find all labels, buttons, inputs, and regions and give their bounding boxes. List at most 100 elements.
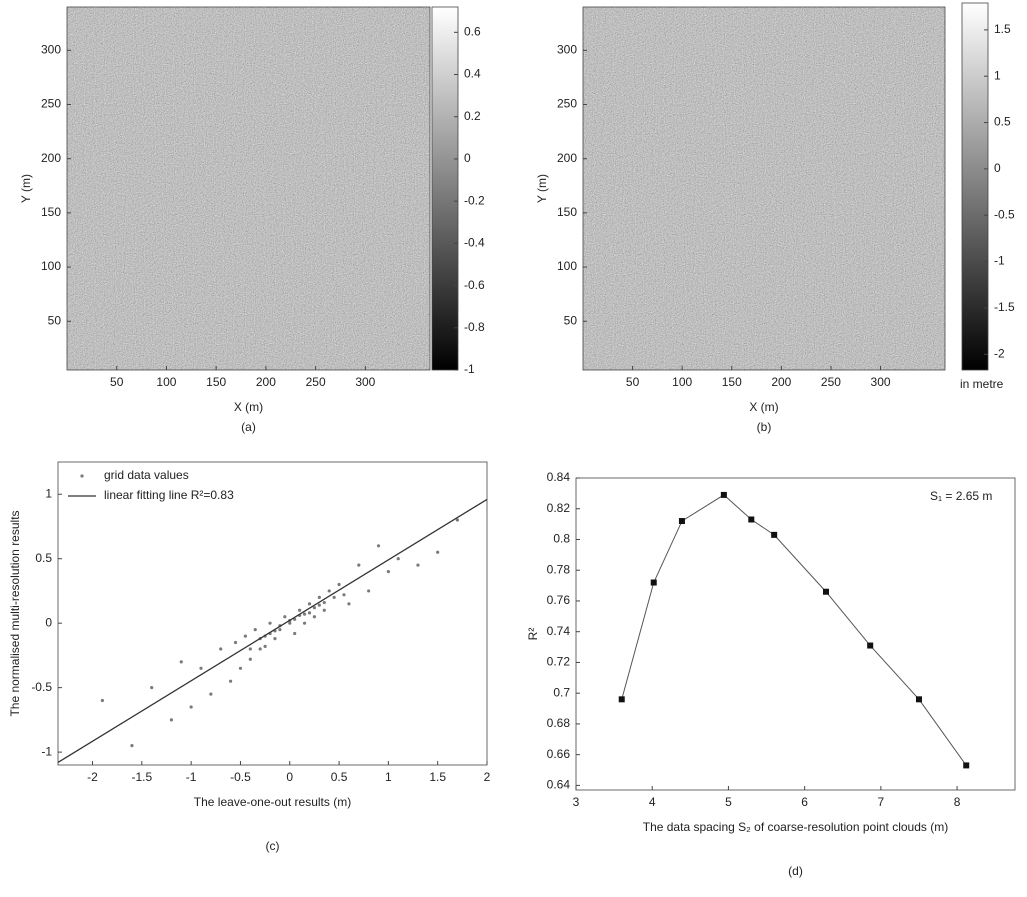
scatter-point <box>317 603 321 607</box>
scatter-point <box>233 640 238 645</box>
scatter-point <box>307 602 312 606</box>
y-tick-label: 50 <box>564 313 578 327</box>
colorbar-label: in metre <box>960 377 1004 391</box>
point <box>678 518 685 525</box>
y-tick-label: 0.78 <box>547 562 571 576</box>
scatter-point <box>386 569 390 574</box>
scatter-point <box>150 686 154 690</box>
colorbar-tick-label: -0.4 <box>464 236 485 250</box>
scatter-point <box>302 612 307 616</box>
x-tick-label: 0 <box>286 770 293 784</box>
x-tick-label: 2 <box>484 770 491 784</box>
point <box>748 516 755 523</box>
x-tick-label: 1 <box>385 770 392 784</box>
y-tick-label: 300 <box>41 43 61 57</box>
axes-frame <box>575 477 1016 791</box>
y-tick-label: -1 <box>41 744 52 758</box>
scatter-point <box>179 660 183 664</box>
scatter-point <box>248 647 252 651</box>
y-tick-label: 1 <box>45 486 52 500</box>
colorbar-tick-label: -0.8 <box>464 320 485 334</box>
axes-frame <box>57 461 488 766</box>
point <box>650 579 657 586</box>
colorbar <box>431 6 459 371</box>
y-axis-label: R² <box>526 628 540 641</box>
colorbar-tick-label: 0.6 <box>464 24 481 38</box>
y-tick-label: 0.64 <box>547 778 571 792</box>
point <box>720 491 727 498</box>
x-tick-label: 6 <box>801 795 808 809</box>
y-tick-label: 0 <box>45 615 52 629</box>
y-tick-label: -0.5 <box>31 680 52 694</box>
colorbar-tick-label: -0.5 <box>994 207 1015 221</box>
scatter-point <box>347 602 351 606</box>
caption: (a) <box>241 420 256 434</box>
scatter-point <box>243 634 247 638</box>
y-tick-label: 250 <box>41 97 61 111</box>
x-tick-label: 200 <box>256 375 276 389</box>
point <box>867 642 874 649</box>
scatter-point <box>396 557 400 561</box>
y-tick-label: 0.84 <box>547 470 571 484</box>
scatter-point <box>298 608 302 612</box>
point <box>771 531 778 538</box>
scatter-point <box>169 718 174 722</box>
scatter-point <box>342 593 346 597</box>
x-tick-label: 300 <box>355 375 375 389</box>
scatter-point <box>228 679 233 683</box>
fit-line <box>57 498 488 763</box>
scatter-point <box>416 563 420 567</box>
colorbar-tick-label: -0.6 <box>464 278 485 292</box>
x-tick-label: 5 <box>725 795 732 809</box>
scatter-point <box>312 615 317 619</box>
x-tick-label: 250 <box>821 375 841 389</box>
x-tick-label: -1.5 <box>131 770 152 784</box>
x-tick-label: 3 <box>573 795 580 809</box>
scatter-point <box>263 644 267 648</box>
scatter-point <box>199 666 203 670</box>
point <box>915 696 922 703</box>
x-tick-label: 50 <box>626 375 640 389</box>
scatter-point <box>307 611 312 615</box>
x-tick-label: 150 <box>206 375 226 389</box>
legend-label: grid data values <box>104 468 189 482</box>
scatter-point <box>317 595 321 599</box>
y-tick-label: 300 <box>557 43 577 57</box>
legend-marker <box>80 474 84 478</box>
scatter-point <box>322 600 326 605</box>
colorbar-tick-label: -1.5 <box>994 300 1015 314</box>
scatter-point <box>357 563 361 567</box>
caption: (b) <box>757 420 772 434</box>
scatter-point <box>219 647 223 651</box>
colorbar-tick-label: 0.4 <box>464 67 481 81</box>
y-tick-label: 0.5 <box>35 551 52 565</box>
colorbar-tick-label: 1 <box>994 68 1001 82</box>
point <box>618 696 625 703</box>
y-axis-label: Y (m) <box>535 174 549 203</box>
x-tick-label: 7 <box>878 795 885 809</box>
height-map <box>583 7 945 370</box>
scatter-point <box>258 647 262 651</box>
x-tick-label: -1 <box>186 770 197 784</box>
y-tick-label: 0.76 <box>547 593 571 607</box>
scatter-point <box>100 698 104 703</box>
scatter-point <box>302 621 307 625</box>
scatter-point <box>322 608 326 612</box>
x-tick-label: 250 <box>306 375 326 389</box>
y-tick-label: 250 <box>557 97 577 111</box>
x-tick-label: 100 <box>156 375 176 389</box>
annotation: S₁ = 2.65 m <box>930 489 992 503</box>
y-tick-label: 100 <box>557 259 577 273</box>
y-tick-label: 200 <box>557 151 577 165</box>
x-tick-label: 150 <box>722 375 742 389</box>
caption: (d) <box>788 864 803 878</box>
y-tick-label: 50 <box>48 313 62 327</box>
y-axis-label: The normalised multi-resolution results <box>8 510 22 716</box>
scatter-point <box>238 666 243 670</box>
colorbar-tick-label: -1 <box>464 362 475 376</box>
x-tick-label: 8 <box>954 795 961 809</box>
y-tick-label: 0.66 <box>547 747 571 761</box>
colorbar-tick-label: -1 <box>994 254 1005 268</box>
x-axis-label: X (m) <box>234 400 263 414</box>
scatter-point <box>327 589 331 593</box>
